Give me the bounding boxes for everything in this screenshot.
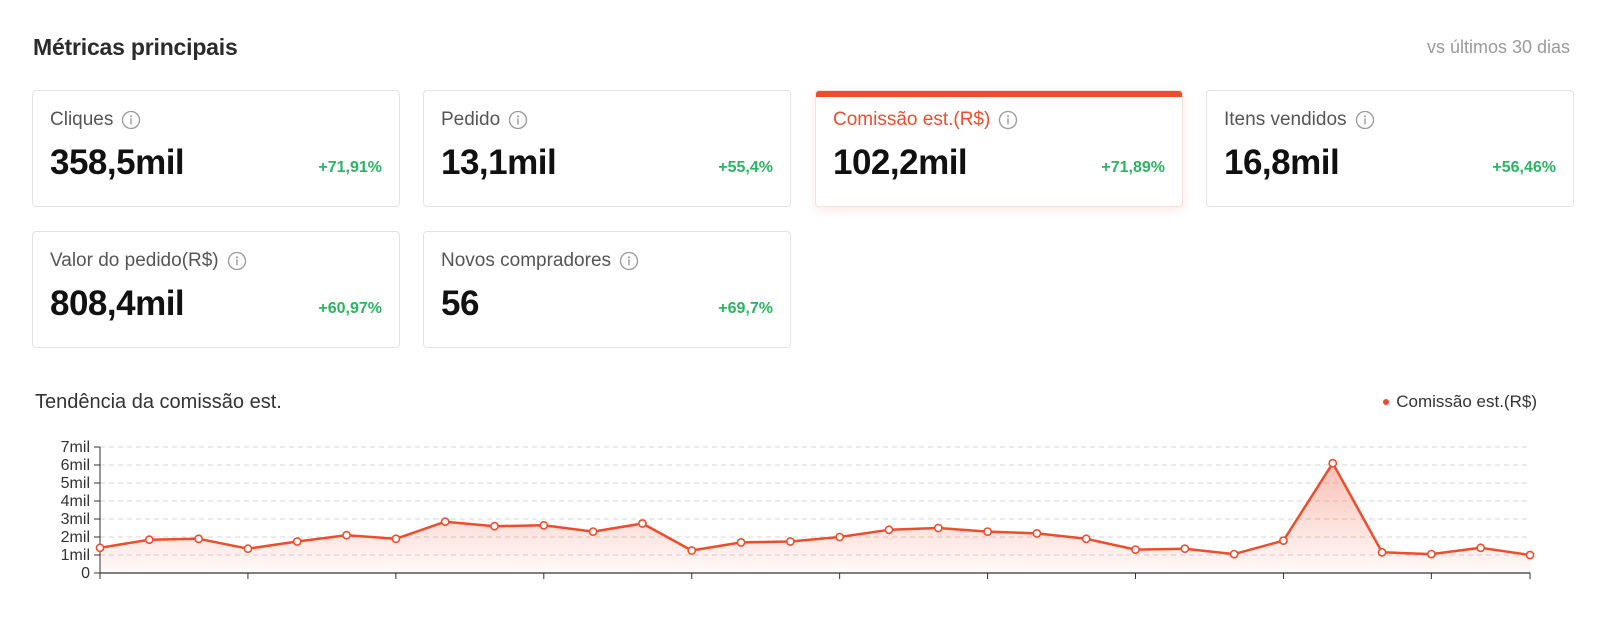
series-line: [99, 461, 1531, 557]
data-point: [736, 538, 746, 547]
info-icon[interactable]: [508, 110, 528, 130]
data-point: [1279, 536, 1288, 545]
metric-card-itens-vendidos[interactable]: Itens vendidos 16,8mil +56,46%: [1206, 90, 1574, 207]
selected-indicator: [816, 91, 1182, 97]
info-icon[interactable]: [619, 251, 639, 271]
data-point: [1328, 458, 1338, 468]
chart-title: Tendência da comissão est.: [35, 391, 282, 413]
data-point: [440, 517, 450, 527]
y-tick-label: 5mil: [61, 475, 90, 492]
data-point: [1180, 544, 1190, 554]
metric-delta: +56,46%: [1492, 159, 1556, 176]
data-point: [342, 530, 351, 540]
metric-delta: +69,7%: [718, 300, 773, 317]
metric-label: Novos compradores: [441, 250, 612, 271]
metric-card-pedido[interactable]: Pedido 13,1mil +55,4%: [423, 90, 791, 207]
data-point: [1426, 549, 1436, 559]
data-point: [490, 521, 499, 531]
data-point: [884, 525, 894, 535]
data-point: [144, 535, 154, 545]
data-point: [95, 543, 105, 553]
data-point: [638, 519, 647, 528]
data-point: [1525, 550, 1535, 560]
y-tick-label: 4mil: [61, 493, 90, 510]
y-tick-label: 0: [81, 565, 90, 582]
data-point: [391, 534, 401, 544]
metric-label: Valor do pedido(R$): [50, 250, 219, 271]
data-point: [1229, 549, 1239, 559]
metric-card-novos-compradores[interactable]: Novos compradores 56 +69,7%: [423, 231, 791, 348]
y-tick-label: 1mil: [61, 547, 90, 564]
data-point: [539, 520, 549, 530]
data-point: [1377, 547, 1387, 557]
y-tick-label: 2mil: [61, 529, 90, 546]
metric-card-comissao[interactable]: Comissão est.(R$) 102,2mil +71,89%: [815, 90, 1183, 207]
data-point: [194, 534, 204, 544]
data-point: [835, 532, 845, 542]
data-point: [292, 537, 302, 546]
data-point: [933, 523, 943, 533]
metric-value: 808,4mil: [50, 284, 185, 323]
data-point: [1081, 534, 1091, 544]
metric-value: 13,1mil: [441, 143, 557, 182]
data-point: [1131, 545, 1140, 554]
data-point: [243, 544, 253, 554]
y-tick-label: 7mil: [61, 440, 90, 456]
metric-card-valor-do-pedido[interactable]: Valor do pedido(R$) 808,4mil +60,97%: [32, 231, 400, 348]
metrics-header: Métricas principais vs últimos 30 dias: [33, 30, 1570, 62]
metric-value: 56: [441, 284, 479, 323]
metric-delta: +71,91%: [318, 159, 382, 176]
metric-value: 358,5mil: [50, 143, 185, 182]
data-point: [1476, 543, 1486, 553]
comparison-period: vs últimos 30 dias: [1426, 37, 1570, 57]
y-tick-label: 6mil: [61, 457, 90, 474]
metric-delta: +71,89%: [1101, 159, 1165, 176]
y-tick-label: 3mil: [61, 511, 90, 528]
data-point: [983, 527, 992, 536]
data-point: [687, 546, 697, 555]
info-icon[interactable]: [227, 251, 247, 271]
section-title: Métricas principais: [33, 34, 238, 60]
info-icon[interactable]: [121, 110, 141, 130]
metric-card-cliques[interactable]: Cliques 358,5mil +71,91%: [32, 90, 400, 207]
data-point: [785, 537, 795, 546]
metric-delta: +55,4%: [718, 159, 773, 176]
series-area: [100, 463, 1530, 573]
metric-label: Pedido: [441, 109, 501, 130]
legend-marker: [1383, 399, 1390, 405]
data-point: [1032, 529, 1042, 538]
metric-delta: +60,97%: [318, 300, 382, 317]
metric-value: 102,2mil: [833, 143, 968, 182]
info-icon[interactable]: [1355, 110, 1375, 130]
metric-label: Comissão est.(R$): [833, 109, 991, 130]
legend-label: Comissão est.(R$): [1396, 392, 1537, 411]
metric-label: Itens vendidos: [1224, 109, 1347, 130]
data-point: [588, 527, 598, 536]
chart-legend[interactable]: Comissão est.(R$): [1383, 392, 1537, 412]
metric-label: Cliques: [50, 109, 114, 130]
metric-value: 16,8mil: [1224, 143, 1340, 182]
info-icon[interactable]: [998, 110, 1018, 130]
